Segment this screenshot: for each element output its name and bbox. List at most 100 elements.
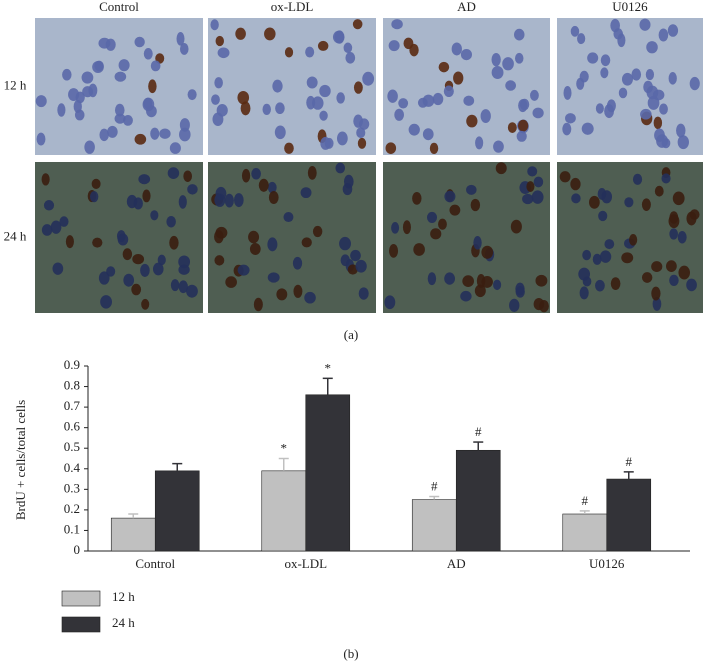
- row-label: 12 h: [4, 77, 27, 92]
- x-tick-label: Control: [135, 556, 175, 571]
- bar: [261, 470, 307, 552]
- nucleus: [460, 49, 472, 61]
- nucleus: [267, 237, 278, 252]
- nucleus: [179, 42, 189, 55]
- significance-mark: #: [475, 424, 482, 439]
- nucleus: [224, 193, 234, 208]
- nucleus: [126, 194, 138, 209]
- nucleus: [535, 274, 548, 287]
- y-tick-label: 0.7: [64, 398, 81, 413]
- nucleus: [132, 253, 145, 265]
- nucleus: [91, 178, 101, 189]
- error-bar: [473, 441, 484, 451]
- y-tick-label: 0.3: [64, 480, 80, 495]
- nucleus: [514, 28, 525, 41]
- nucleus: [678, 265, 690, 280]
- panel-label: (a): [344, 327, 358, 342]
- nucleus: [253, 297, 263, 312]
- nucleus: [35, 95, 47, 108]
- nucleus: [43, 200, 55, 211]
- nucleus: [166, 215, 176, 228]
- nucleus: [592, 253, 602, 265]
- nucleus: [340, 254, 350, 267]
- nucleus: [589, 195, 600, 209]
- nucleus: [527, 166, 538, 177]
- nucleus: [335, 162, 346, 174]
- nucleus: [473, 236, 482, 250]
- nucleus: [210, 19, 219, 31]
- y-tick-label: 0.5: [64, 439, 80, 454]
- nucleus: [413, 243, 425, 256]
- nucleus: [530, 89, 539, 101]
- nucleus: [577, 33, 586, 45]
- nucleus: [641, 198, 651, 211]
- nucleus: [640, 108, 652, 120]
- error-bar: [172, 462, 183, 471]
- nucleus: [237, 264, 250, 276]
- nucleus: [518, 119, 529, 132]
- nucleus: [275, 102, 285, 115]
- nucleus: [319, 110, 328, 121]
- nucleus: [122, 248, 133, 261]
- nucleus: [350, 249, 361, 262]
- nucleus: [389, 244, 399, 258]
- nucleus: [176, 31, 185, 46]
- nucleus: [686, 278, 697, 292]
- nucleus: [57, 103, 66, 117]
- nucleus: [571, 193, 581, 204]
- nucleus: [595, 279, 605, 292]
- nucleus: [565, 113, 576, 124]
- bar: [154, 470, 200, 552]
- legend-swatch: [61, 616, 101, 633]
- legend-label: 24 h: [112, 615, 135, 630]
- bar: [411, 499, 457, 552]
- nucleus: [598, 210, 608, 222]
- nucleus: [641, 272, 653, 283]
- nucleus: [214, 77, 223, 89]
- nucleus: [170, 279, 180, 292]
- nucleus: [342, 183, 353, 196]
- bar: [562, 513, 608, 552]
- x-tick-label: U0126: [589, 556, 625, 571]
- nucleus: [518, 99, 528, 113]
- nucleus: [272, 79, 283, 93]
- nucleus: [311, 96, 324, 110]
- nucleus: [114, 103, 125, 117]
- nucleus: [339, 236, 351, 251]
- nucleus: [453, 71, 464, 85]
- nucleus: [117, 233, 129, 246]
- nucleus: [402, 220, 411, 235]
- nucleus: [92, 237, 103, 248]
- nucleus: [502, 57, 514, 71]
- nucleus: [449, 204, 461, 216]
- nucleus: [669, 228, 678, 240]
- nucleus: [493, 279, 502, 291]
- y-tick-label: 0.2: [64, 501, 80, 516]
- nucleus: [460, 290, 472, 302]
- nucleus: [581, 122, 594, 135]
- nucleus: [587, 52, 599, 64]
- nucleus: [495, 162, 507, 175]
- legend-label: 12 h: [112, 589, 135, 604]
- nucleus: [62, 68, 72, 81]
- nucleus: [621, 252, 634, 264]
- nucleus: [391, 19, 403, 30]
- nucleus: [624, 197, 634, 208]
- nucleus: [141, 298, 150, 310]
- nucleus: [148, 79, 157, 94]
- nucleus: [668, 214, 680, 229]
- bar: [606, 478, 652, 552]
- nucleus: [430, 228, 442, 240]
- error-bar: [278, 457, 289, 471]
- nucleus: [59, 216, 69, 227]
- nucleus: [463, 95, 475, 106]
- nucleus: [654, 185, 664, 197]
- nucleus: [237, 90, 250, 105]
- nucleus: [651, 261, 663, 272]
- nucleus: [578, 267, 591, 281]
- nucleus: [667, 24, 679, 37]
- nucleus: [353, 81, 363, 94]
- nucleus: [358, 118, 370, 130]
- nucleus: [522, 193, 534, 205]
